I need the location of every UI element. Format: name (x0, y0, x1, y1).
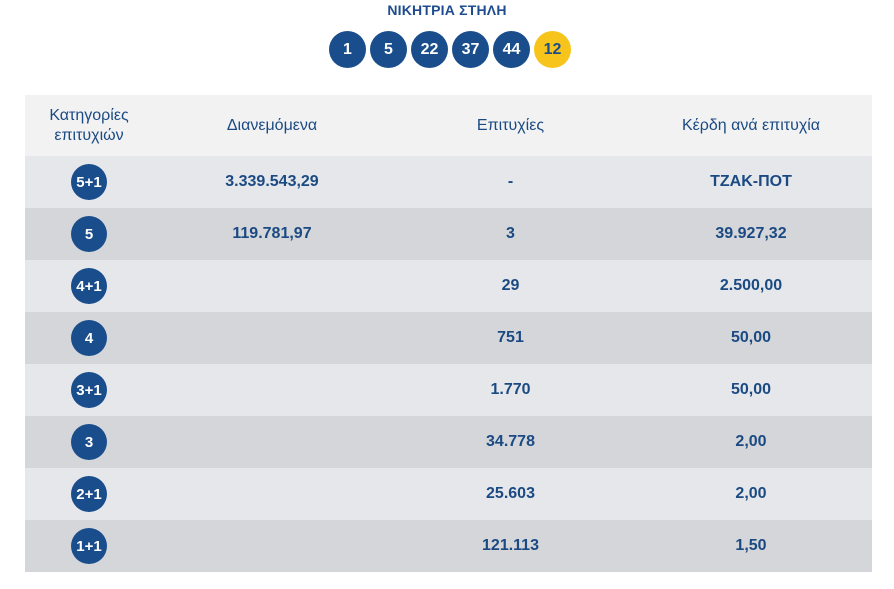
winners-cell: 1.770 (490, 381, 531, 398)
winning-column-title: ΝΙΚΗΤΡΙΑ ΣΤΗΛΗ (387, 2, 507, 18)
category-badge: 5+1 (71, 164, 107, 200)
table-row: 4+1 29 2.500,00 (25, 260, 872, 312)
table-row: 1+1 121.113 1,50 (25, 520, 872, 572)
winners-cell: 25.603 (486, 485, 535, 502)
prize-cell: 1,50 (735, 537, 767, 554)
table-row: 5 119.781,97 3 39.927,32 (25, 208, 872, 260)
prize-cell: 39.927,32 (715, 225, 787, 242)
table-row: 3 34.778 2,00 (25, 416, 872, 468)
header-winners: Επιτυχίες (476, 116, 545, 134)
winning-number-ball: 22 (411, 31, 448, 68)
distributed-cell: 3.339.543,29 (225, 173, 319, 190)
category-badge: 3 (71, 424, 107, 460)
category-cell: 5+1 (25, 164, 153, 200)
winners-cell: 121.113 (482, 537, 539, 554)
winning-number-ball: 44 (493, 31, 530, 68)
category-cell: 3 (25, 424, 153, 460)
category-cell: 2+1 (25, 476, 153, 512)
header-category: Κατηγορίες επιτυχιών (49, 106, 129, 144)
winning-number-ball: 1 (329, 31, 366, 68)
prize-cell: ΤΖΑΚ-ΠΟΤ (710, 173, 792, 190)
winning-number-ball: 37 (452, 31, 489, 68)
distributed-cell: 119.781,97 (232, 225, 312, 242)
category-badge: 3+1 (71, 372, 107, 408)
table-row: 3+1 1.770 50,00 (25, 364, 872, 416)
category-cell: 5 (25, 216, 153, 252)
header-prize-per-winner: Κέρδη ανά επιτυχία (681, 116, 821, 134)
prize-cell: 50,00 (730, 381, 772, 398)
prize-cell: 2,00 (735, 485, 767, 502)
table-header-row: Κατηγορίες επιτυχιών Διανεμόμενα Επιτυχί… (25, 95, 872, 156)
category-cell: 3+1 (25, 372, 153, 408)
winners-cell: - (507, 173, 514, 190)
category-cell: 4 (25, 320, 153, 356)
category-cell: 4+1 (25, 268, 153, 304)
header-distributed: Διανεμόμενα (226, 116, 318, 134)
winners-cell: 751 (497, 329, 524, 346)
joker-number-ball: 12 (534, 31, 571, 68)
category-badge: 4 (71, 320, 107, 356)
winners-cell: 3 (506, 225, 515, 242)
category-badge: 4+1 (71, 268, 107, 304)
table-row: 4 751 50,00 (25, 312, 872, 364)
category-cell: 1+1 (25, 528, 153, 564)
category-badge: 2+1 (71, 476, 107, 512)
winners-cell: 29 (501, 277, 520, 294)
table-row: 2+1 25.603 2,00 (25, 468, 872, 520)
winning-number-ball: 5 (370, 31, 407, 68)
table-row: 5+1 3.339.543,29 - ΤΖΑΚ-ΠΟΤ (25, 156, 872, 208)
category-badge: 5 (71, 216, 107, 252)
winners-cell: 34.778 (486, 433, 535, 450)
prize-table: Κατηγορίες επιτυχιών Διανεμόμενα Επιτυχί… (25, 95, 872, 572)
category-badge: 1+1 (71, 528, 107, 564)
prize-cell: 50,00 (730, 329, 772, 346)
prize-cell: 2.500,00 (719, 277, 783, 294)
winning-numbers: 1 5 22 37 44 12 (329, 31, 571, 68)
prize-cell: 2,00 (735, 433, 767, 450)
